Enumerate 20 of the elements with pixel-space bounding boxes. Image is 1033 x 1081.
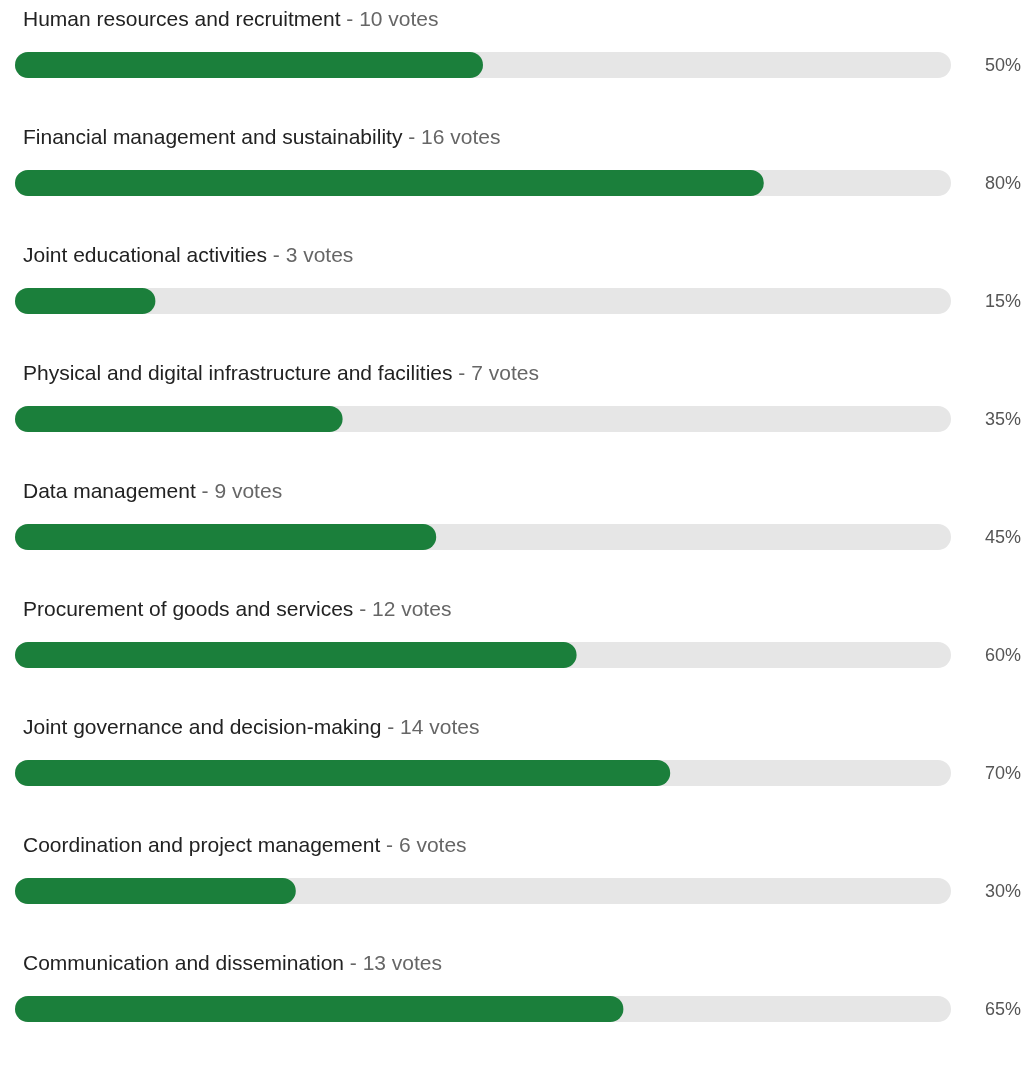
- y-tick-label: Physical and digital infrastructure and facilities - 7 votes: [23, 360, 539, 384]
- y-tick-label: Communication and dissemination - 13 votes: [23, 950, 443, 974]
- y-tick-label: Data management - 9 votes: [23, 478, 283, 502]
- y-tick-label: Joint educational activities - 3 votes: [23, 242, 354, 266]
- data-label: 35%: [985, 409, 1022, 429]
- data-label: 30%: [985, 881, 1022, 901]
- data-label: 45%: [985, 527, 1022, 547]
- data-label: 60%: [985, 645, 1022, 665]
- data-label: 50%: [985, 55, 1022, 75]
- y-tick-label: Financial management and sustainability - 16 votes: [23, 124, 501, 148]
- data-label: 80%: [985, 173, 1022, 193]
- y-tick-label: Procurement of goods and services - 12 votes: [23, 596, 452, 620]
- data-label: 70%: [985, 763, 1022, 783]
- y-tick-label: Joint governance and decision-making - 14 votes: [23, 714, 480, 738]
- data-label: 65%: [985, 999, 1022, 1019]
- bar: [15, 288, 156, 314]
- y-tick-label: Coordination and project management - 6 votes: [23, 832, 467, 856]
- bar: [15, 878, 296, 904]
- y-tick-label: Human resources and recruitment - 10 votes: [23, 6, 439, 30]
- data-label: 15%: [985, 291, 1022, 311]
